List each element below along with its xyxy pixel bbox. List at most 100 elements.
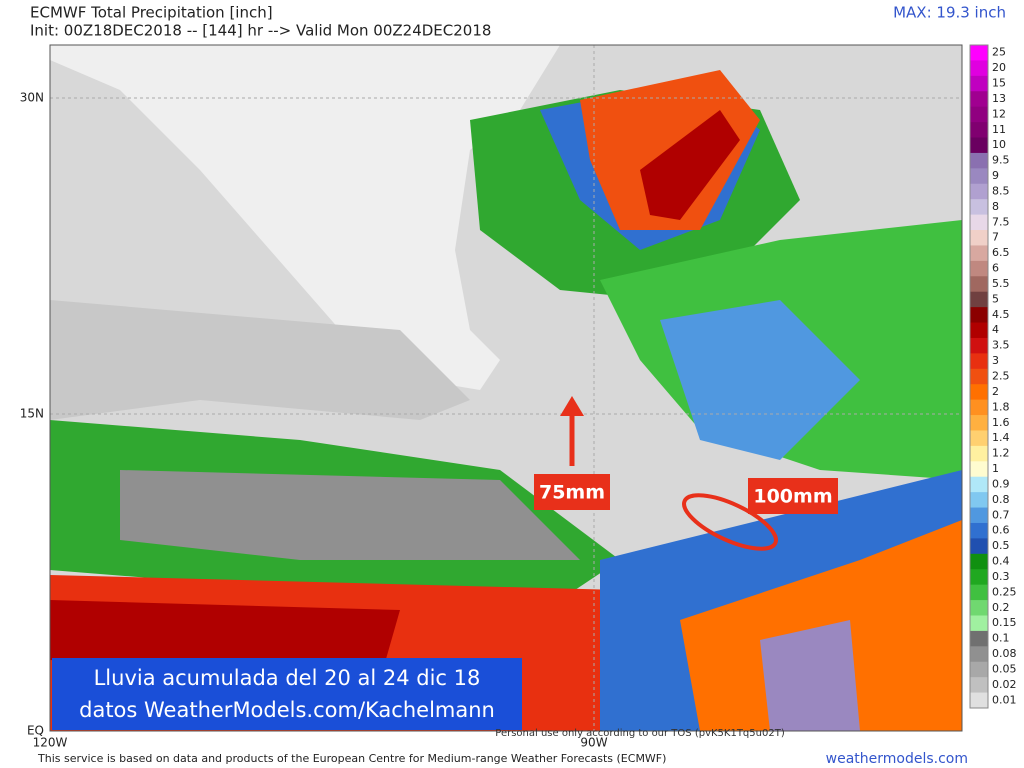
colorbar-swatch bbox=[970, 337, 988, 354]
colorbar-swatch bbox=[970, 553, 988, 570]
colorbar-label: 5.5 bbox=[992, 277, 1010, 290]
precip-red bbox=[640, 110, 740, 220]
colorbar-swatch bbox=[970, 199, 988, 216]
colorbar-label: 0.4 bbox=[992, 555, 1010, 568]
colorbar-label: 15 bbox=[992, 77, 1006, 90]
init-line: Init: 00Z18DEC2018 -- [144] hr --> Valid… bbox=[30, 22, 491, 40]
lat-label: 15N bbox=[20, 407, 44, 421]
colorbar-label: 0.05 bbox=[992, 662, 1017, 675]
colorbar-swatch bbox=[970, 630, 988, 647]
banner-line: datos WeatherModels.com/Kachelmann bbox=[79, 698, 495, 722]
colorbar-swatch bbox=[970, 677, 988, 694]
colorbar-swatch bbox=[970, 476, 988, 493]
colorbar-label: 4 bbox=[992, 323, 999, 336]
colorbar-swatch bbox=[970, 168, 988, 185]
colorbar-swatch bbox=[970, 75, 988, 92]
colorbar-swatch bbox=[970, 384, 988, 401]
colorbar-swatch bbox=[970, 260, 988, 277]
banner-line: Lluvia acumulada del 20 al 24 dic 18 bbox=[94, 666, 481, 690]
colorbar-label: 0.08 bbox=[992, 647, 1017, 660]
credit: This service is based on data and produc… bbox=[37, 752, 666, 765]
colorbar-label: 7.5 bbox=[992, 215, 1010, 228]
colorbar-swatch bbox=[970, 137, 988, 154]
colorbar-swatch bbox=[970, 522, 988, 539]
colorbar-swatch bbox=[970, 183, 988, 200]
arrow-head bbox=[560, 396, 584, 416]
colorbar-swatch bbox=[970, 661, 988, 678]
colorbar-swatch bbox=[970, 646, 988, 663]
colorbar-swatch bbox=[970, 60, 988, 77]
colorbar-label: 0.9 bbox=[992, 477, 1010, 490]
colorbar-label: 8 bbox=[992, 200, 999, 213]
colorbar-swatch bbox=[970, 507, 988, 524]
precip-purple bbox=[760, 620, 860, 731]
colorbar-label: 3.5 bbox=[992, 339, 1010, 352]
colorbar-swatch bbox=[970, 461, 988, 478]
annotation-box bbox=[534, 474, 610, 510]
watermark: Personal use only according to our TOS (… bbox=[495, 728, 785, 739]
colorbar-swatch bbox=[970, 230, 988, 246]
colorbar-label: 0.7 bbox=[992, 508, 1010, 521]
lat-label: 30N bbox=[20, 91, 44, 105]
colorbar-swatch bbox=[970, 569, 988, 586]
colorbar-label: 0.1 bbox=[992, 632, 1010, 645]
land-dry bbox=[50, 45, 560, 390]
colorbar-swatch bbox=[970, 45, 988, 61]
colorbar-label: 1 bbox=[992, 462, 999, 475]
colorbar-label: 0.02 bbox=[992, 678, 1017, 691]
colorbar-swatch bbox=[970, 276, 988, 293]
colorbar-swatch bbox=[970, 122, 988, 139]
colorbar-label: 0.3 bbox=[992, 570, 1010, 583]
colorbar-label: 1.2 bbox=[992, 447, 1010, 460]
colorbar-label: 6.5 bbox=[992, 246, 1010, 259]
colorbar-label: 25 bbox=[992, 46, 1006, 59]
colorbar-swatch bbox=[970, 307, 988, 324]
colorbar-swatch bbox=[970, 214, 988, 231]
colorbar-swatch bbox=[970, 291, 988, 308]
colorbar-label: 9.5 bbox=[992, 154, 1010, 167]
colorbar-label: 1.4 bbox=[992, 431, 1010, 444]
colorbar-swatch bbox=[970, 415, 988, 431]
colorbar-swatch bbox=[970, 445, 988, 462]
colorbar-label: 2.5 bbox=[992, 370, 1010, 383]
colorbar-label: 1.6 bbox=[992, 416, 1010, 429]
colorbar-label: 0.6 bbox=[992, 524, 1010, 537]
colorbar-swatch bbox=[970, 152, 988, 169]
colorbar-label: 3 bbox=[992, 354, 999, 367]
colorbar: 252015131211109.598.587.576.565.554.543.… bbox=[969, 44, 1017, 709]
annotation: 75mm bbox=[539, 482, 605, 504]
colorbar-swatch bbox=[970, 615, 988, 632]
colorbar-label: 12 bbox=[992, 107, 1006, 120]
site: weathermodels.com bbox=[826, 751, 968, 767]
colorbar-swatch bbox=[970, 492, 988, 509]
colorbar-frame bbox=[969, 44, 989, 709]
banner bbox=[52, 658, 522, 730]
colorbar-swatch bbox=[970, 91, 988, 108]
title: ECMWF Total Precipitation [inch] bbox=[30, 4, 273, 22]
colorbar-label: 0.01 bbox=[992, 693, 1017, 706]
colorbar-swatch bbox=[970, 245, 988, 262]
lon-label: 90W bbox=[580, 736, 607, 750]
colorbar-swatch bbox=[970, 322, 988, 339]
colorbar-label: 6 bbox=[992, 262, 999, 275]
colorbar-label: 20 bbox=[992, 61, 1006, 74]
map: 30N 15N EQ 120W 90W 75mm 100mm Lluvia ac… bbox=[20, 44, 963, 750]
max-value: MAX: 19.3 inch bbox=[893, 4, 1006, 22]
colorbar-label: 2 bbox=[992, 385, 999, 398]
colorbar-label: 8.5 bbox=[992, 184, 1010, 197]
colorbar-swatch bbox=[970, 692, 988, 709]
colorbar-swatch bbox=[970, 399, 988, 416]
colorbar-label: 0.8 bbox=[992, 493, 1010, 506]
colorbar-label: 0.2 bbox=[992, 601, 1010, 614]
colorbar-swatch bbox=[970, 538, 988, 555]
colorbar-swatch bbox=[970, 353, 988, 370]
annotation: 100mm bbox=[753, 486, 832, 508]
colorbar-label: 5 bbox=[992, 292, 999, 305]
precip-blue bbox=[660, 300, 860, 460]
precip-orange bbox=[680, 520, 962, 731]
annotation-box bbox=[748, 478, 838, 514]
highlight-ellipse bbox=[682, 493, 778, 551]
colorbar-swatch bbox=[970, 430, 988, 447]
